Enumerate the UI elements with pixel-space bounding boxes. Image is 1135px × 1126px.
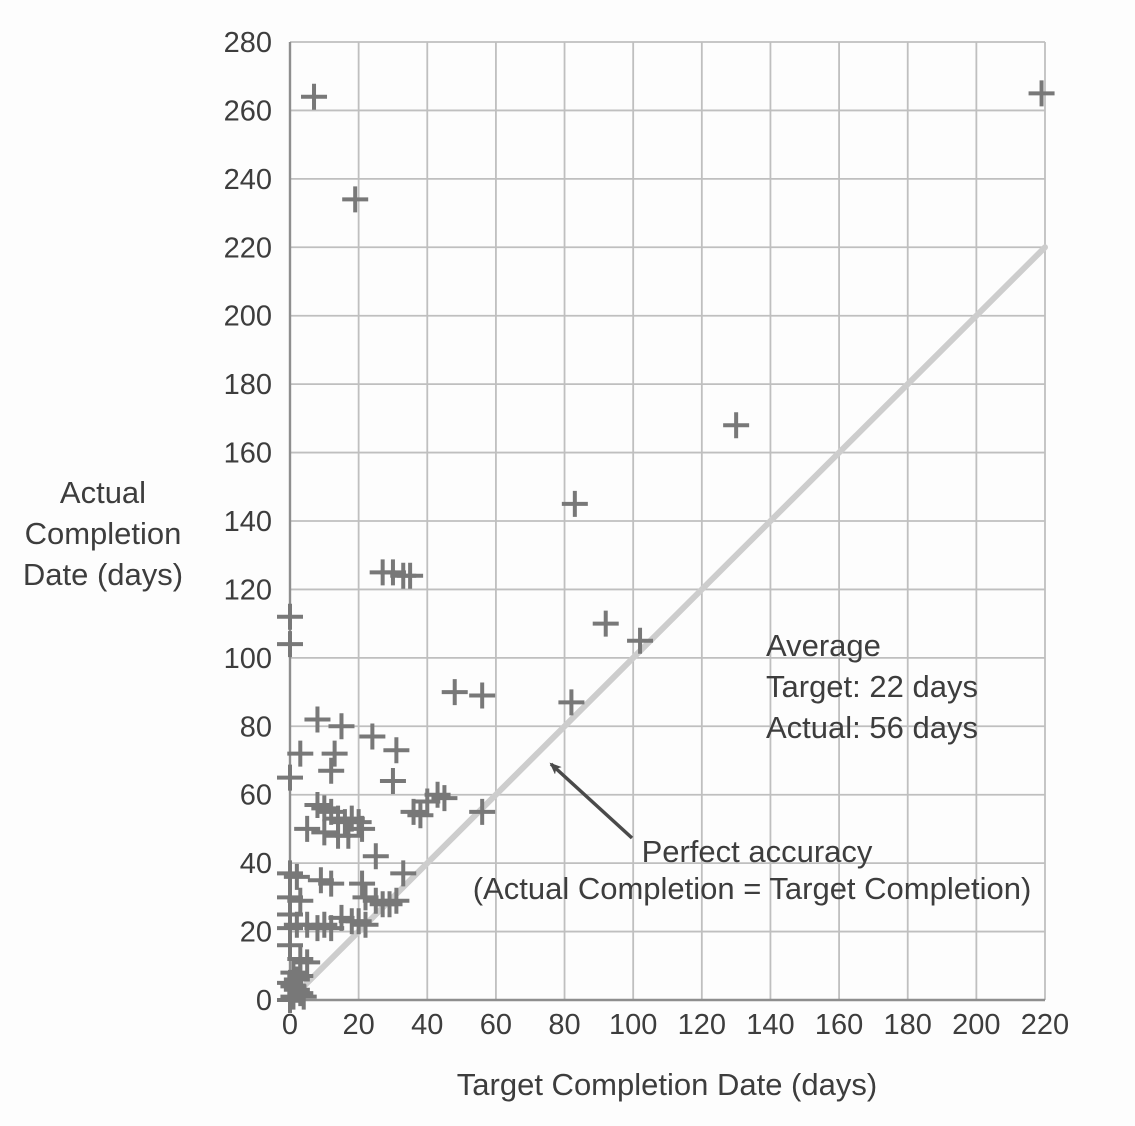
data-point (277, 764, 303, 791)
data-point (294, 815, 321, 842)
y-tick-label: 40 (240, 848, 272, 880)
data-point (290, 983, 317, 1010)
y-tick-label: 280 (224, 27, 272, 59)
x-tick-label: 60 (480, 1009, 512, 1041)
data-point (558, 689, 585, 716)
data-point (318, 915, 345, 942)
data-points (277, 80, 1055, 1013)
data-point (469, 682, 496, 709)
data-point (304, 791, 331, 818)
data-point (379, 768, 406, 795)
y-tick-label: 60 (240, 780, 272, 812)
y-axis-title: Actual Completion Date (days) (23, 475, 183, 592)
data-point (362, 843, 389, 870)
data-point (283, 863, 310, 890)
data-point (383, 887, 410, 914)
perfect-accuracy-line2: (Actual Completion = Target Completion) (473, 871, 1032, 906)
data-point (287, 887, 314, 914)
data-point (294, 949, 321, 976)
data-point (277, 860, 303, 887)
y-axis-title-line2: Completion (25, 516, 182, 551)
average-annotation-line2: Target: 22 days (766, 669, 978, 704)
y-tick-label: 260 (224, 95, 272, 127)
x-tick-label: 160 (815, 1009, 863, 1041)
y-axis-title-line1: Actual (60, 475, 146, 510)
y-tick-label: 100 (224, 643, 272, 675)
x-tick-label: 140 (746, 1009, 794, 1041)
x-axis-title: Target Completion Date (days) (457, 1067, 877, 1102)
data-point (287, 740, 314, 767)
y-tick-label: 220 (224, 232, 272, 264)
x-tick-label: 180 (884, 1009, 932, 1041)
y-tick-label: 20 (240, 917, 272, 949)
data-point (352, 911, 379, 938)
data-point (311, 819, 338, 846)
data-point (345, 908, 372, 935)
x-tick-label: 200 (952, 1009, 1000, 1041)
x-tick-label: 100 (609, 1009, 657, 1041)
y-tick-label: 140 (224, 506, 272, 538)
perfect-accuracy-line1: Perfect accuracy (642, 834, 873, 869)
y-tick-label: 200 (224, 301, 272, 333)
x-tick-label: 120 (678, 1009, 726, 1041)
perfect-accuracy-annotation: Perfect accuracy (Actual Completion = Ta… (473, 834, 1032, 906)
data-point (469, 798, 496, 825)
data-point (431, 785, 458, 812)
data-point (441, 679, 468, 706)
y-tick-label: 80 (240, 711, 272, 743)
data-point (627, 627, 654, 654)
data-point (277, 987, 303, 1013)
data-point (1028, 80, 1055, 107)
y-tick-label: 180 (224, 369, 272, 401)
x-tick-label: 40 (411, 1009, 443, 1041)
x-tick-label: 80 (548, 1009, 580, 1041)
data-point (318, 757, 345, 784)
y-tick-label: 240 (224, 164, 272, 196)
average-annotation: Average Target: 22 days Actual: 56 days (766, 628, 978, 745)
x-tick-label: 220 (1021, 1009, 1069, 1041)
x-tick-label: 0 (282, 1009, 298, 1041)
data-point (321, 740, 348, 767)
y-tick-label: 120 (224, 574, 272, 606)
data-point (383, 737, 410, 764)
y-tick-labels: 0 20 40 60 80 100 120 140 160 180 200 220 240 260 280 (224, 27, 272, 1017)
y-axis-title-line3: Date (days) (23, 557, 183, 592)
data-point (301, 83, 328, 110)
y-tick-label: 0 (256, 985, 272, 1017)
data-point (304, 706, 331, 733)
data-point (561, 490, 588, 517)
data-point (342, 186, 369, 213)
average-annotation-line3: Actual: 56 days (766, 710, 978, 745)
axis-lines (288, 42, 1045, 1002)
data-point (277, 932, 303, 959)
data-point (397, 562, 424, 589)
data-point (592, 610, 619, 637)
annotation-arrow (549, 762, 634, 840)
x-tick-labels: 0 20 40 60 80 100 120 140 160 180 200 220 (282, 1009, 1069, 1041)
data-point (277, 631, 303, 658)
data-point (349, 815, 376, 842)
data-point (349, 870, 376, 897)
data-point (311, 911, 338, 938)
data-point (390, 860, 417, 887)
data-point (407, 802, 434, 829)
average-annotation-line1: Average (766, 628, 881, 663)
data-point (277, 603, 303, 630)
x-tick-label: 20 (343, 1009, 375, 1041)
data-point (359, 723, 386, 750)
data-point (318, 870, 345, 897)
data-point (328, 713, 355, 740)
data-point (335, 822, 362, 849)
data-point (723, 412, 750, 439)
y-tick-label: 160 (224, 438, 272, 470)
